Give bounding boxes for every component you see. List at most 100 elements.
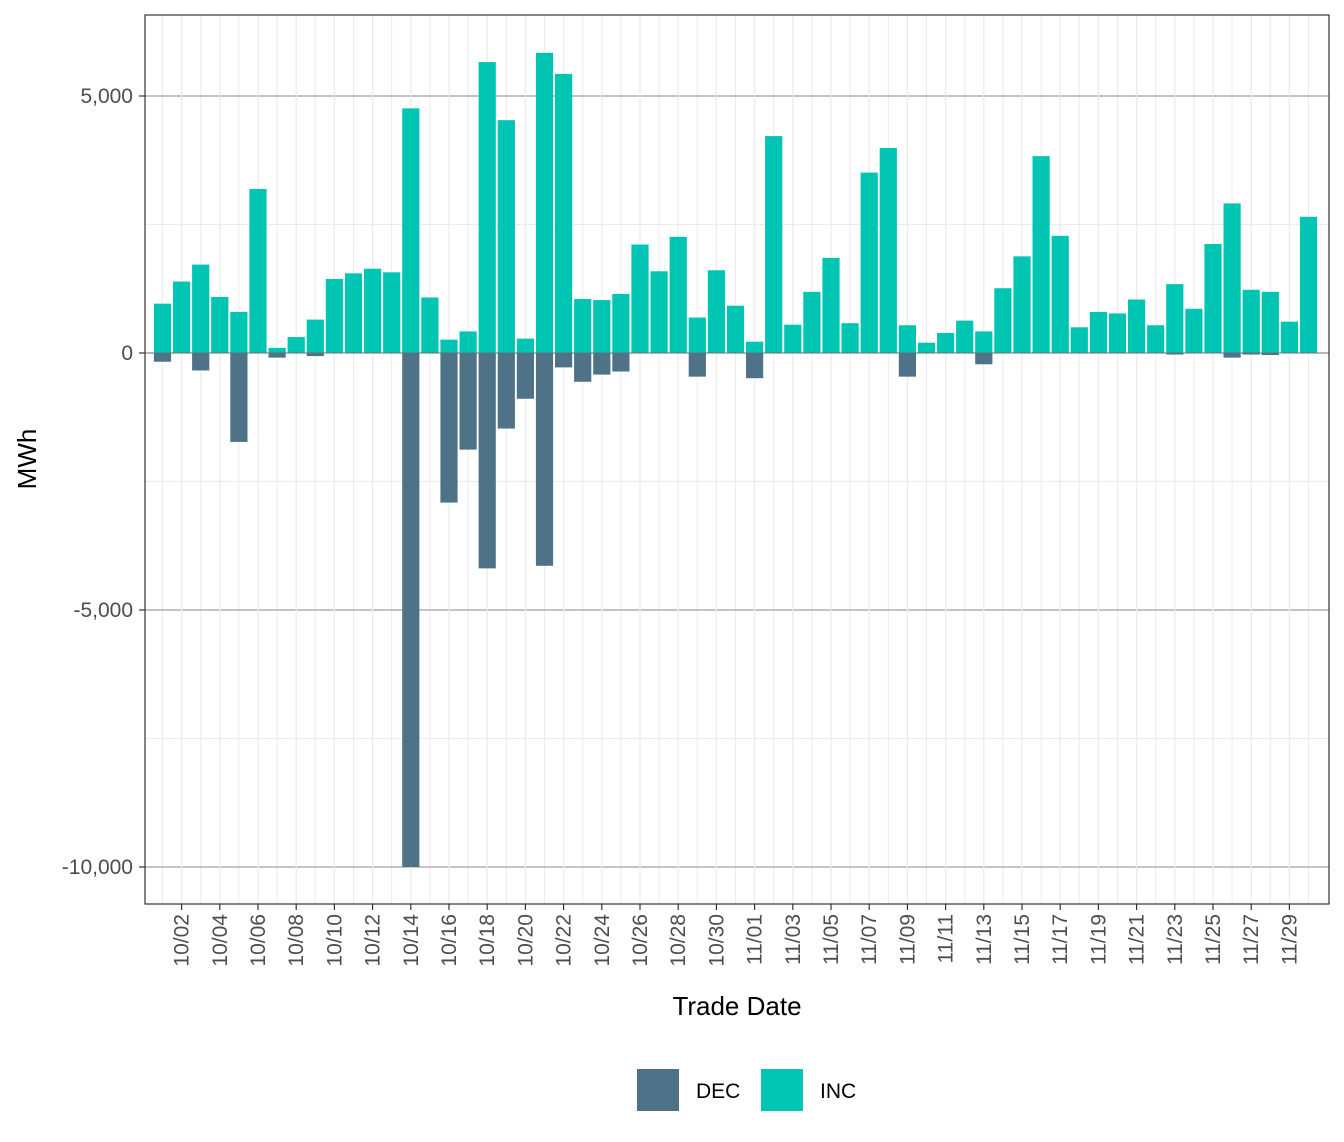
x-tick-label: 11/29 [1278, 914, 1301, 965]
bar-dec-10-07 [268, 353, 286, 358]
legend: DEC INC [637, 1069, 856, 1111]
bar-inc-10-13 [383, 272, 401, 353]
bar-dec-10-18 [478, 353, 496, 569]
x-tick-label: 10/04 [209, 914, 232, 967]
bar-inc-11-15 [1013, 256, 1031, 353]
bar-dec-11-09 [898, 353, 916, 377]
x-tick-label: 11/25 [1202, 914, 1225, 965]
x-tick-label: 10/10 [323, 914, 346, 967]
bar-dec-10-03 [192, 353, 210, 371]
bar-inc-10-01 [153, 303, 172, 353]
bar-dec-10-19 [497, 353, 515, 429]
bar-inc-11-05 [822, 257, 840, 353]
bar-inc-11-03 [784, 324, 802, 353]
bar-dec-10-29 [688, 353, 706, 377]
bar-dec-11-26 [1223, 353, 1241, 358]
y-axis-title: MWh [12, 429, 42, 490]
bar-inc-10-27 [650, 271, 668, 353]
bar-inc-11-04 [803, 291, 821, 353]
bar-inc-11-11 [937, 332, 955, 353]
bar-inc-11-01 [746, 341, 764, 353]
bar-inc-10-18 [478, 62, 496, 354]
bar-inc-11-14 [994, 288, 1012, 353]
bar-inc-11-27 [1242, 289, 1260, 353]
bar-inc-11-07 [860, 172, 878, 353]
bar-inc-10-24 [593, 300, 611, 353]
x-tick-label: 11/23 [1164, 914, 1187, 965]
y-tick-label: 0 [121, 342, 133, 365]
x-tick-label: 10/20 [514, 914, 537, 967]
legend-label-dec: DEC [696, 1080, 740, 1103]
bar-inc-10-12 [364, 268, 382, 353]
x-tick-label: 11/13 [973, 914, 996, 965]
bar-dec-11-23 [1166, 353, 1184, 355]
bar-inc-11-19 [1089, 311, 1107, 353]
bar-dec-10-22 [555, 353, 573, 368]
legend-key-dec [637, 1069, 679, 1111]
bar-inc-11-23 [1166, 284, 1184, 353]
x-tick-label: 11/21 [1126, 914, 1149, 965]
x-tick-label: 10/08 [285, 914, 308, 967]
x-axis: 10/02 10/04 10/06 10/08 10/10 10/12 10/14 10/16… [171, 904, 1301, 967]
x-tick-label: 11/19 [1087, 914, 1110, 965]
bar-inc-10-14 [402, 108, 420, 353]
bar-inc-10-31 [726, 305, 745, 353]
bar-inc-11-16 [1032, 156, 1050, 353]
y-tick-label: -10,000 [62, 856, 133, 879]
bar-inc-10-29 [688, 317, 706, 353]
bar-inc-10-02 [173, 281, 191, 353]
bar-inc-11-12 [956, 320, 974, 353]
bar-inc-11-08 [879, 147, 897, 353]
bar-inc-10-10 [325, 278, 343, 353]
bar-inc-10-16 [440, 339, 458, 353]
bar-dec-10-25 [612, 353, 630, 372]
bar-inc-10-30 [707, 270, 725, 353]
bar-inc-10-05 [230, 311, 248, 353]
bar-dec-11-27 [1242, 353, 1260, 355]
bars [145, 52, 1329, 867]
bar-inc-10-25 [612, 293, 630, 353]
x-tick-label: 10/18 [476, 914, 499, 967]
x-tick-label: 10/06 [247, 914, 270, 967]
bar-dec-10-21 [535, 353, 554, 566]
legend-key-inc [761, 1069, 803, 1111]
x-axis-title: Trade Date [672, 991, 801, 1021]
y-tick-label: -5,000 [73, 599, 133, 622]
bar-inc-10-03 [192, 264, 210, 353]
x-tick-label: 11/01 [744, 914, 767, 965]
x-tick-label: 10/16 [438, 914, 461, 967]
bar-dec-10-09 [306, 353, 324, 357]
x-tick-label: 10/02 [171, 914, 194, 967]
plot-panel-border [144, 14, 1330, 905]
bar-dec-10-17 [459, 353, 477, 450]
bar-inc-10-28 [669, 236, 687, 353]
bar-inc-11-22 [1147, 325, 1165, 353]
bar-inc-10-26 [631, 244, 649, 353]
bar-dec-10-14 [402, 353, 420, 867]
bar-inc-11-10 [917, 342, 936, 353]
bar-dec-10-24 [593, 353, 611, 375]
bar-inc-10-07 [268, 347, 286, 353]
y-axis: 5,000 0 -5,000 -10,000 [62, 85, 145, 879]
bar-inc-10-17 [459, 331, 477, 353]
bar-inc-11-24 [1185, 308, 1203, 353]
bar-inc-11-21 [1128, 299, 1146, 353]
bar-inc-11-20 [1108, 313, 1127, 353]
x-tick-label: 11/05 [820, 914, 843, 965]
bar-inc-10-06 [249, 189, 267, 353]
bar-inc-11-26 [1223, 203, 1241, 353]
bar-inc-10-08 [287, 337, 305, 353]
legend-label-inc: INC [820, 1080, 856, 1103]
bar-inc-11-18 [1070, 327, 1088, 353]
x-tick-label: 10/12 [362, 914, 385, 967]
bar-inc-10-23 [574, 299, 592, 353]
bar-inc-11-29 [1280, 321, 1298, 353]
x-tick-label: 10/28 [667, 914, 690, 967]
bar-dec-10-23 [574, 353, 592, 382]
bar-inc-10-09 [306, 319, 324, 353]
bar-inc-10-11 [344, 273, 363, 353]
bar-inc-10-22 [555, 73, 573, 353]
bar-dec-10-16 [440, 353, 458, 503]
y-tick-label: 5,000 [80, 85, 133, 108]
